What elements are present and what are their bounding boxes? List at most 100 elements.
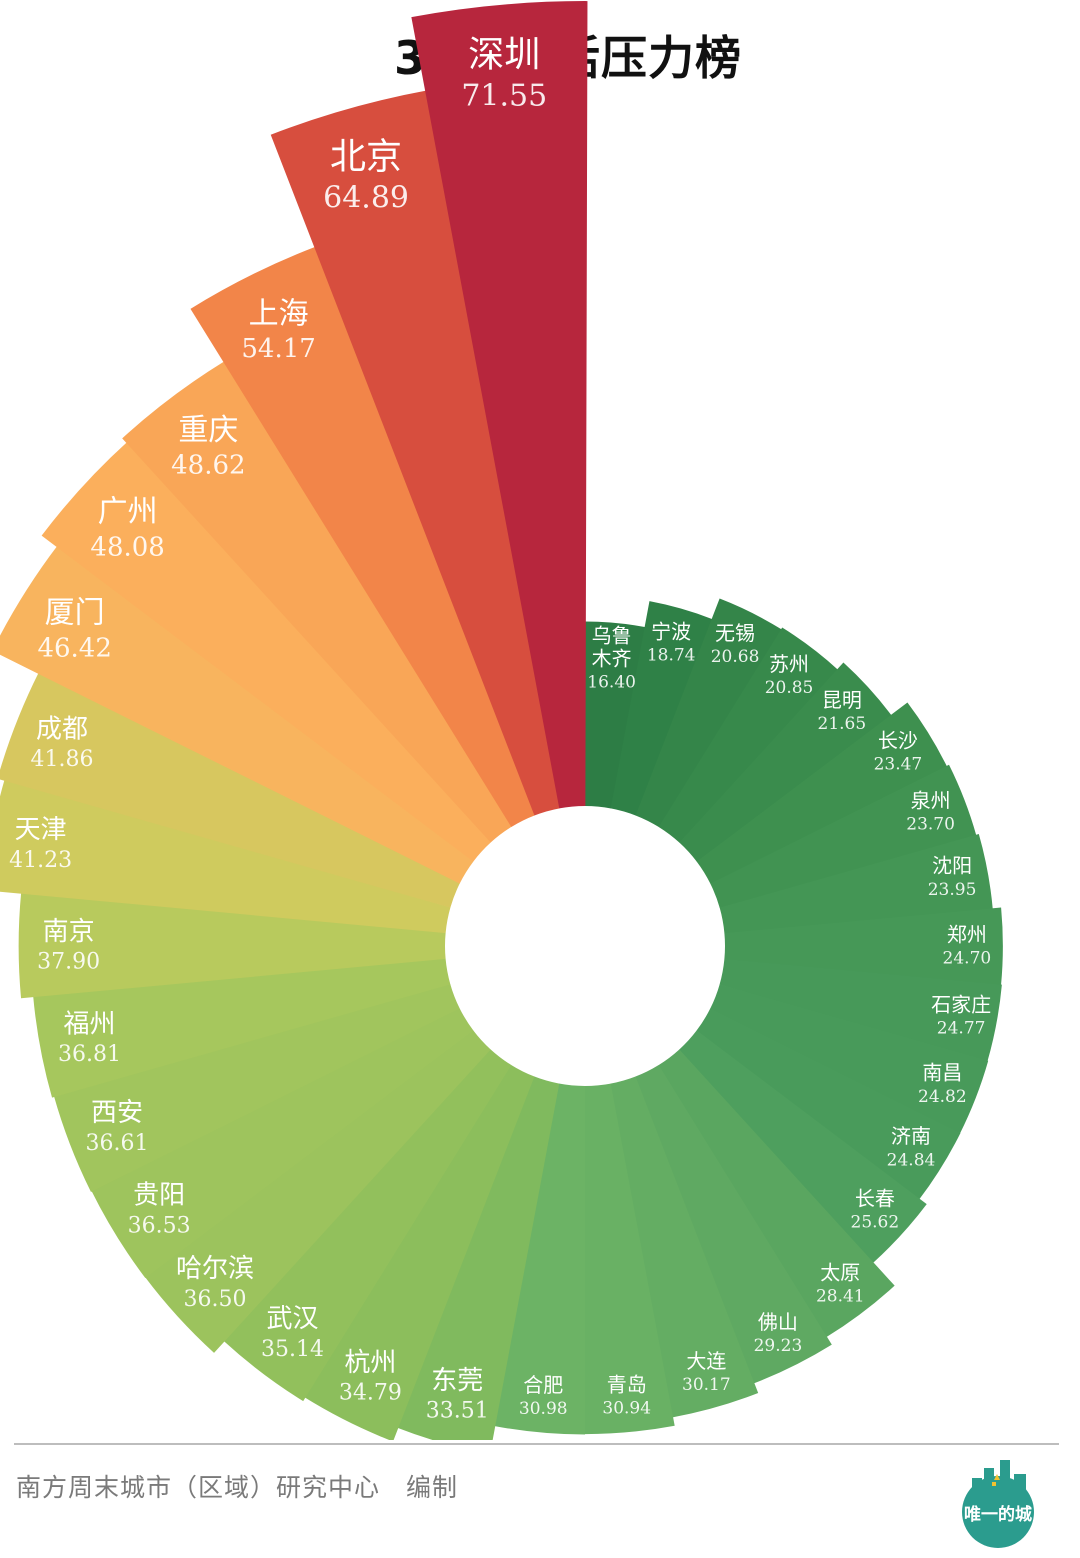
bar-city-30 [41,441,491,862]
bars-group [0,1,1003,1440]
label-name-city-4: 苏州 [769,652,809,676]
label-name-city-6: 长沙 [878,729,918,753]
bar-city-26 [18,892,446,999]
label-name-city-12: 济南 [891,1124,931,1148]
label-value-city-27: 41.23 [9,848,72,873]
bar-city-22 [144,1030,491,1353]
bar-city-28 [0,672,460,908]
label-name-city-8: 沈阳 [932,854,972,878]
label-name-city-1: 乌鲁木齐 [592,624,632,671]
label-value-city-26: 37.90 [37,950,100,975]
bar-city-33 [270,90,560,816]
label-value-city-6: 23.47 [874,755,923,775]
label-name-city-15: 佛山 [758,1310,798,1334]
bar-city-25 [33,958,451,1098]
label-value-city-13: 25.62 [851,1213,900,1233]
label-value-city-30: 48.08 [90,532,164,562]
bar-city-10 [719,958,1002,1062]
label-name-city-31: 重庆 [178,413,238,448]
bar-city-18 [493,1083,585,1435]
label-value-city-29: 46.42 [37,633,111,663]
bar-city-20 [304,1064,535,1440]
bar-city-2 [610,601,713,816]
label-value-city-10: 24.77 [937,1019,986,1039]
label-value-city-28: 41.86 [30,747,93,772]
label-name-city-18: 合肥 [523,1373,563,1397]
bar-city-8 [719,833,993,934]
label-value-city-4: 20.85 [765,678,814,698]
label-value-city-12: 24.84 [887,1150,936,1170]
label-value-city-15: 29.23 [754,1336,803,1356]
bar-city-24 [53,983,460,1192]
bar-city-23 [91,1008,474,1279]
source-note: 南方周末城市（区域）研究中心 编制 [16,1473,459,1502]
bar-city-4 [658,627,839,843]
divider-line [14,1443,1059,1445]
label-value-city-14: 28.41 [816,1286,865,1306]
bar-city-1 [585,621,646,809]
label-name-city-10: 石家庄 [931,993,991,1017]
bar-city-19 [396,1076,560,1440]
bar-city-15 [635,1065,832,1384]
label-value-city-5: 21.65 [818,714,867,734]
label-name-city-9: 郑州 [947,922,987,946]
city-logo-icon [962,1460,1034,1548]
label-name-city-26: 南京 [43,917,95,947]
label-value-city-19: 33.51 [426,1399,489,1424]
label-name-city-28: 成都 [36,714,88,744]
label-name-city-17: 青岛 [607,1372,647,1396]
label-value-city-7: 23.70 [906,815,955,835]
label-name-city-7: 泉州 [911,788,951,812]
bar-city-11 [710,984,989,1134]
label-value-city-25: 36.81 [58,1042,121,1067]
bar-city-31 [122,360,512,843]
label-name-city-21: 武汉 [267,1304,319,1334]
label-name-city-23: 贵阳 [133,1181,185,1211]
label-value-city-9: 24.70 [943,948,992,968]
label-name-city-27: 天津 [15,815,67,845]
label-value-city-22: 36.50 [184,1287,247,1312]
label-name-city-34: 深圳 [468,35,540,76]
bar-city-7 [710,764,977,909]
label-value-city-1: 16.40 [587,673,636,693]
label-value-city-20: 34.79 [339,1380,402,1405]
label-value-city-34: 71.55 [461,79,547,114]
label-value-city-21: 35.14 [261,1337,324,1362]
bar-city-27 [0,779,451,934]
label-value-city-18: 30.98 [519,1399,568,1419]
label-name-city-5: 昆明 [822,688,862,712]
label-name-city-11: 南昌 [922,1061,962,1085]
bar-city-13 [679,1030,927,1264]
bar-city-14 [658,1049,895,1338]
label-name-city-25: 福州 [63,1010,115,1040]
logo: 唯一的城 [950,1456,1046,1548]
label-name-city-3: 无锡 [715,621,755,645]
label-name-city-22: 哈尔滨 [176,1254,254,1284]
bar-city-21 [223,1049,512,1402]
label-value-city-31: 48.62 [171,451,245,481]
bar-city-5 [679,662,892,862]
label-value-city-24: 36.61 [86,1131,149,1156]
label-name-city-16: 大连 [686,1349,726,1373]
label-name-city-24: 西安 [91,1098,143,1128]
label-name-city-29: 厦门 [45,596,105,631]
label-value-city-33: 64.89 [323,180,409,215]
bar-city-16 [610,1076,759,1418]
label-name-city-30: 广州 [98,495,158,530]
label-value-city-11: 24.82 [918,1087,967,1107]
label-value-city-32: 54.17 [241,334,315,364]
label-name-city-13: 长春 [855,1187,895,1211]
label-value-city-8: 23.95 [928,880,977,900]
logo-text: 唯一的城 [964,1505,1032,1525]
bar-city-9 [724,907,1003,986]
bar-city-34 [411,1,588,809]
bar-city-12 [696,1008,961,1200]
label-name-city-32: 上海 [249,296,309,331]
label-name-city-20: 杭州 [344,1348,396,1378]
bar-city-3 [635,598,783,828]
label-value-city-3: 20.68 [711,647,760,667]
label-name-city-14: 太原 [820,1260,860,1284]
label-value-city-17: 30.94 [602,1399,651,1419]
